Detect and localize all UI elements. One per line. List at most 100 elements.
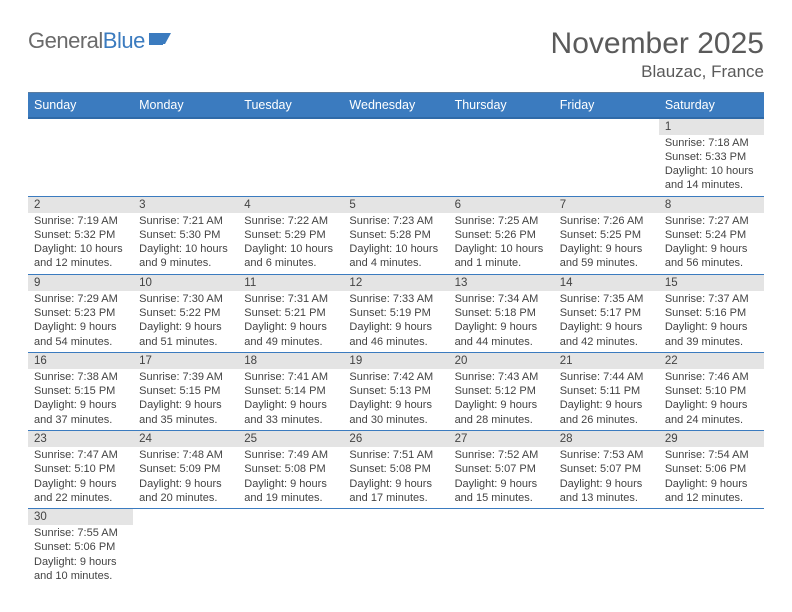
sunset-line: Sunset: 5:23 PM [34, 306, 127, 320]
sunset-line: Sunset: 5:16 PM [665, 306, 758, 320]
sunrise-line: Sunrise: 7:26 AM [560, 214, 653, 228]
day-detail: Sunrise: 7:54 AMSunset: 5:06 PMDaylight:… [659, 447, 764, 507]
day-detail: Sunrise: 7:38 AMSunset: 5:15 PMDaylight:… [28, 369, 133, 429]
daylight-line: Daylight: 9 hours and 33 minutes. [244, 398, 337, 426]
day-number: 6 [449, 197, 554, 214]
day-detail: Sunrise: 7:47 AMSunset: 5:10 PMDaylight:… [28, 447, 133, 507]
day-number: 19 [343, 353, 448, 370]
day-header-row: SundayMondayTuesdayWednesdayThursdayFrid… [28, 93, 764, 118]
sunset-line: Sunset: 5:19 PM [349, 306, 442, 320]
day-number: 24 [133, 431, 238, 448]
day-detail: Sunrise: 7:46 AMSunset: 5:10 PMDaylight:… [659, 369, 764, 429]
calendar-cell [343, 508, 448, 586]
page: GeneralBlue November 2025 Blauzac, Franc… [0, 0, 792, 586]
calendar-row: 1Sunrise: 7:18 AMSunset: 5:33 PMDaylight… [28, 118, 764, 197]
day-detail: Sunrise: 7:29 AMSunset: 5:23 PMDaylight:… [28, 291, 133, 351]
day-number: 21 [554, 353, 659, 370]
title-block: November 2025 Blauzac, France [551, 28, 764, 82]
day-detail: Sunrise: 7:55 AMSunset: 5:06 PMDaylight:… [28, 525, 133, 585]
sunset-line: Sunset: 5:12 PM [455, 384, 548, 398]
calendar-cell: 27Sunrise: 7:52 AMSunset: 5:07 PMDayligh… [449, 430, 554, 508]
calendar-cell [449, 508, 554, 586]
sunrise-line: Sunrise: 7:25 AM [455, 214, 548, 228]
day-number: 30 [28, 509, 133, 526]
day-detail: Sunrise: 7:53 AMSunset: 5:07 PMDaylight:… [554, 447, 659, 507]
calendar-cell: 13Sunrise: 7:34 AMSunset: 5:18 PMDayligh… [449, 274, 554, 352]
daylight-line: Daylight: 9 hours and 44 minutes. [455, 320, 548, 348]
sunset-line: Sunset: 5:08 PM [349, 462, 442, 476]
daylight-line: Daylight: 9 hours and 30 minutes. [349, 398, 442, 426]
daylight-line: Daylight: 9 hours and 35 minutes. [139, 398, 232, 426]
logo: GeneralBlue [28, 28, 175, 54]
daylight-line: Daylight: 9 hours and 28 minutes. [455, 398, 548, 426]
daylight-line: Daylight: 9 hours and 42 minutes. [560, 320, 653, 348]
day-detail: Sunrise: 7:26 AMSunset: 5:25 PMDaylight:… [554, 213, 659, 273]
sunrise-line: Sunrise: 7:51 AM [349, 448, 442, 462]
day-header: Tuesday [238, 93, 343, 118]
calendar-cell: 14Sunrise: 7:35 AMSunset: 5:17 PMDayligh… [554, 274, 659, 352]
calendar-cell: 29Sunrise: 7:54 AMSunset: 5:06 PMDayligh… [659, 430, 764, 508]
calendar-cell: 24Sunrise: 7:48 AMSunset: 5:09 PMDayligh… [133, 430, 238, 508]
sunrise-line: Sunrise: 7:55 AM [34, 526, 127, 540]
day-detail: Sunrise: 7:35 AMSunset: 5:17 PMDaylight:… [554, 291, 659, 351]
daylight-line: Daylight: 9 hours and 13 minutes. [560, 477, 653, 505]
sunset-line: Sunset: 5:30 PM [139, 228, 232, 242]
day-detail: Sunrise: 7:30 AMSunset: 5:22 PMDaylight:… [133, 291, 238, 351]
sunset-line: Sunset: 5:32 PM [34, 228, 127, 242]
sunset-line: Sunset: 5:08 PM [244, 462, 337, 476]
sunrise-line: Sunrise: 7:42 AM [349, 370, 442, 384]
calendar-cell: 26Sunrise: 7:51 AMSunset: 5:08 PMDayligh… [343, 430, 448, 508]
calendar-cell [554, 118, 659, 197]
day-detail: Sunrise: 7:34 AMSunset: 5:18 PMDaylight:… [449, 291, 554, 351]
sunset-line: Sunset: 5:07 PM [560, 462, 653, 476]
sunrise-line: Sunrise: 7:27 AM [665, 214, 758, 228]
calendar-cell: 7Sunrise: 7:26 AMSunset: 5:25 PMDaylight… [554, 196, 659, 274]
daylight-line: Daylight: 9 hours and 22 minutes. [34, 477, 127, 505]
day-number: 2 [28, 197, 133, 214]
daylight-line: Daylight: 9 hours and 54 minutes. [34, 320, 127, 348]
logo-general-text: General [28, 28, 103, 53]
day-number: 17 [133, 353, 238, 370]
sunset-line: Sunset: 5:09 PM [139, 462, 232, 476]
sunset-line: Sunset: 5:14 PM [244, 384, 337, 398]
calendar-cell: 30Sunrise: 7:55 AMSunset: 5:06 PMDayligh… [28, 508, 133, 586]
day-number: 20 [449, 353, 554, 370]
daylight-line: Daylight: 10 hours and 1 minute. [455, 242, 548, 270]
sunrise-line: Sunrise: 7:22 AM [244, 214, 337, 228]
sunset-line: Sunset: 5:28 PM [349, 228, 442, 242]
sunrise-line: Sunrise: 7:19 AM [34, 214, 127, 228]
day-detail: Sunrise: 7:39 AMSunset: 5:15 PMDaylight:… [133, 369, 238, 429]
calendar-cell: 28Sunrise: 7:53 AMSunset: 5:07 PMDayligh… [554, 430, 659, 508]
sunrise-line: Sunrise: 7:49 AM [244, 448, 337, 462]
calendar-cell [238, 508, 343, 586]
calendar-row: 23Sunrise: 7:47 AMSunset: 5:10 PMDayligh… [28, 430, 764, 508]
calendar-cell: 1Sunrise: 7:18 AMSunset: 5:33 PMDaylight… [659, 118, 764, 197]
sunset-line: Sunset: 5:10 PM [665, 384, 758, 398]
sunset-line: Sunset: 5:15 PM [139, 384, 232, 398]
calendar-cell: 15Sunrise: 7:37 AMSunset: 5:16 PMDayligh… [659, 274, 764, 352]
daylight-line: Daylight: 9 hours and 56 minutes. [665, 242, 758, 270]
day-header: Sunday [28, 93, 133, 118]
day-detail: Sunrise: 7:42 AMSunset: 5:13 PMDaylight:… [343, 369, 448, 429]
calendar-body: 1Sunrise: 7:18 AMSunset: 5:33 PMDaylight… [28, 118, 764, 586]
day-number: 28 [554, 431, 659, 448]
sunset-line: Sunset: 5:11 PM [560, 384, 653, 398]
day-number: 26 [343, 431, 448, 448]
flag-icon [149, 30, 175, 53]
daylight-line: Daylight: 9 hours and 37 minutes. [34, 398, 127, 426]
day-detail: Sunrise: 7:44 AMSunset: 5:11 PMDaylight:… [554, 369, 659, 429]
day-detail: Sunrise: 7:51 AMSunset: 5:08 PMDaylight:… [343, 447, 448, 507]
day-detail: Sunrise: 7:33 AMSunset: 5:19 PMDaylight:… [343, 291, 448, 351]
calendar-cell: 19Sunrise: 7:42 AMSunset: 5:13 PMDayligh… [343, 352, 448, 430]
day-number: 12 [343, 275, 448, 292]
day-number: 7 [554, 197, 659, 214]
day-detail: Sunrise: 7:31 AMSunset: 5:21 PMDaylight:… [238, 291, 343, 351]
day-detail: Sunrise: 7:19 AMSunset: 5:32 PMDaylight:… [28, 213, 133, 273]
calendar-cell [554, 508, 659, 586]
day-detail: Sunrise: 7:41 AMSunset: 5:14 PMDaylight:… [238, 369, 343, 429]
day-detail: Sunrise: 7:37 AMSunset: 5:16 PMDaylight:… [659, 291, 764, 351]
day-number: 1 [659, 119, 764, 136]
day-number: 22 [659, 353, 764, 370]
calendar-table: SundayMondayTuesdayWednesdayThursdayFrid… [28, 93, 764, 586]
sunrise-line: Sunrise: 7:23 AM [349, 214, 442, 228]
